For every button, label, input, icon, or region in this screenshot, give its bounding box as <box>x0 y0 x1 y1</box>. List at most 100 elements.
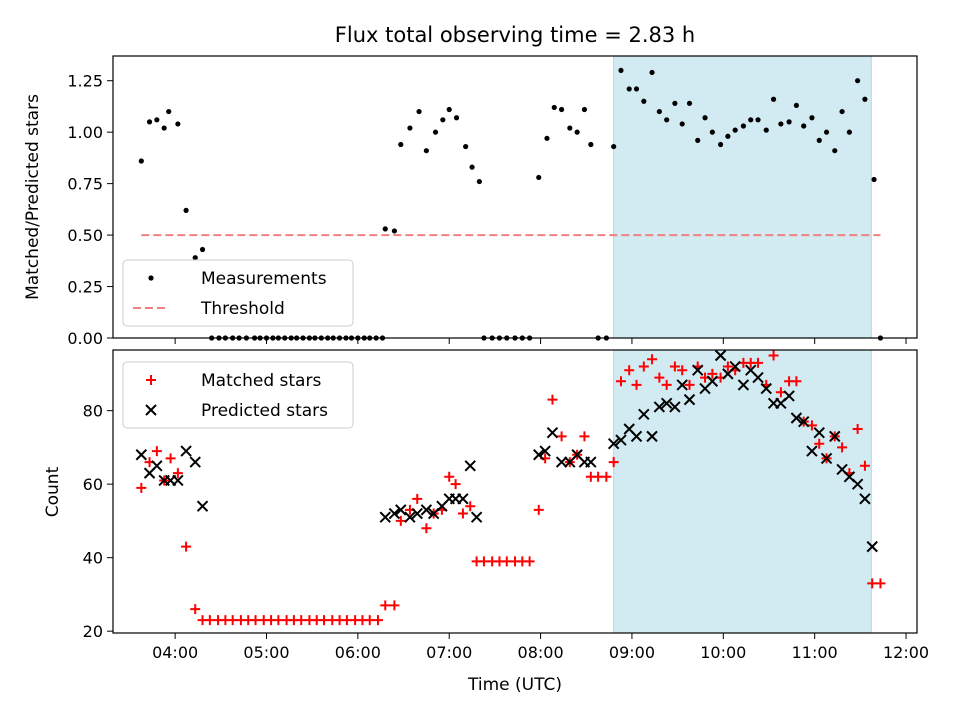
predicted-stars-point <box>457 493 469 505</box>
predicted-stars-point <box>411 507 423 520</box>
legend-box <box>122 259 354 327</box>
x-tick-label: 08:00 <box>518 643 564 662</box>
matched-stars-point <box>638 361 649 372</box>
predicted-stars-point <box>653 401 666 413</box>
x-axis-label: Time (UTC) <box>467 675 562 695</box>
predicted-stars-point <box>379 511 391 523</box>
matched-stars-point <box>412 493 423 504</box>
observing-window-shading <box>613 349 872 634</box>
measurement-point <box>199 246 206 253</box>
measurement-point <box>588 141 594 148</box>
y-tick-label: 40 <box>83 549 103 568</box>
matched-stars-point <box>647 354 658 365</box>
measurement-point <box>633 86 640 92</box>
measurement-point <box>656 108 662 115</box>
measurement-point <box>855 78 861 84</box>
measurement-point <box>432 129 439 135</box>
x-tick-label: 05:00 <box>243 643 289 662</box>
matched-stars-point <box>837 442 848 453</box>
measurement-point <box>786 119 792 125</box>
predicted-stars-point <box>135 449 148 461</box>
matched-stars-point <box>450 479 461 490</box>
predicted-stars-point <box>851 478 864 490</box>
measurement-point <box>816 137 822 143</box>
measurement-point <box>567 125 573 131</box>
predicted-stars-point <box>395 504 407 516</box>
matched-stars-point <box>669 361 680 372</box>
measurement-point <box>463 143 469 150</box>
measurement-point <box>423 148 429 154</box>
legend-label: Matched stars <box>201 371 321 391</box>
legend-label: Measurements <box>201 269 327 289</box>
measurement-point <box>755 117 761 123</box>
predicted-stars-point <box>404 511 416 523</box>
legend-label: Predicted stars <box>201 401 328 421</box>
matched-stars-point <box>631 379 642 390</box>
predicted-stars-point <box>630 430 643 443</box>
predicted-stars-point <box>555 456 568 468</box>
measurement-point <box>192 255 198 261</box>
predicted-stars-point <box>196 500 209 512</box>
predicted-stars-point <box>539 445 551 457</box>
measurement-point <box>695 137 701 143</box>
matched-stars-point <box>524 556 535 567</box>
measurement-point <box>717 141 724 148</box>
predicted-stars-point <box>151 460 163 472</box>
y-tick-label: 1.00 <box>67 123 103 142</box>
legend-box <box>122 361 354 429</box>
observing-window-shading <box>613 55 872 339</box>
measurement-point <box>641 98 647 104</box>
matched-stars-point <box>875 578 886 589</box>
measurement-point <box>391 228 397 234</box>
matched-stars-point <box>395 515 406 526</box>
matched-stars-point <box>190 604 201 615</box>
measurement-point <box>618 67 624 74</box>
matched-stars-point <box>547 394 558 405</box>
measurement-point <box>709 129 715 135</box>
measurement-point <box>469 164 475 170</box>
predicted-stars-point <box>189 456 201 468</box>
matched-stars-point <box>533 504 544 515</box>
measurement-point <box>558 106 565 113</box>
predicted-stars-point <box>829 430 841 443</box>
predicted-stars-point <box>470 511 483 523</box>
measurement-point <box>809 115 815 121</box>
matched-stars-point <box>579 431 590 442</box>
measurement-point <box>832 148 838 154</box>
predicted-stars-point <box>760 382 772 395</box>
bottom-y-axis-label: Count <box>43 466 63 517</box>
predicted-stars-point <box>820 452 833 465</box>
measurement-point <box>146 119 153 125</box>
axes-frame <box>112 349 918 634</box>
measurement-point <box>740 123 747 129</box>
predicted-stars-point <box>737 379 750 391</box>
predicted-stars-point <box>607 438 620 450</box>
matched-stars-point <box>661 379 672 390</box>
matched-stars-point <box>151 446 162 457</box>
measurement-point <box>446 106 452 113</box>
predicted-stars-point <box>669 401 681 413</box>
legend: Matched stars Predicted stars <box>122 361 354 429</box>
matched-stars-point <box>768 350 779 361</box>
predicted-stars-point <box>752 371 764 384</box>
measurement-point <box>763 127 769 133</box>
measurement-point <box>476 178 482 185</box>
matched-stars-point <box>859 460 870 471</box>
top-y-axis-label: Matched/Predicted stars <box>23 94 43 300</box>
matched-stars-point <box>852 424 863 435</box>
matched-stars-point <box>677 365 688 376</box>
predicted-stars-point <box>683 393 696 406</box>
panel-top: 0.00 0.25 0.50 0.75 1.00 1.25 Measurements Thre… <box>67 55 918 348</box>
y-tick-label: 60 <box>83 475 103 494</box>
measurement-point <box>416 108 422 115</box>
predicted-stars-point <box>585 456 597 468</box>
x-tick-label: 12:00 <box>883 643 929 662</box>
measurement-point <box>175 121 181 127</box>
matched-stars-point <box>684 379 695 390</box>
predicted-stars-point <box>638 408 650 421</box>
measurement-point <box>725 133 731 139</box>
measurement-point <box>686 100 693 106</box>
predicted-stars-point <box>859 493 871 505</box>
measurement-point <box>649 69 655 76</box>
